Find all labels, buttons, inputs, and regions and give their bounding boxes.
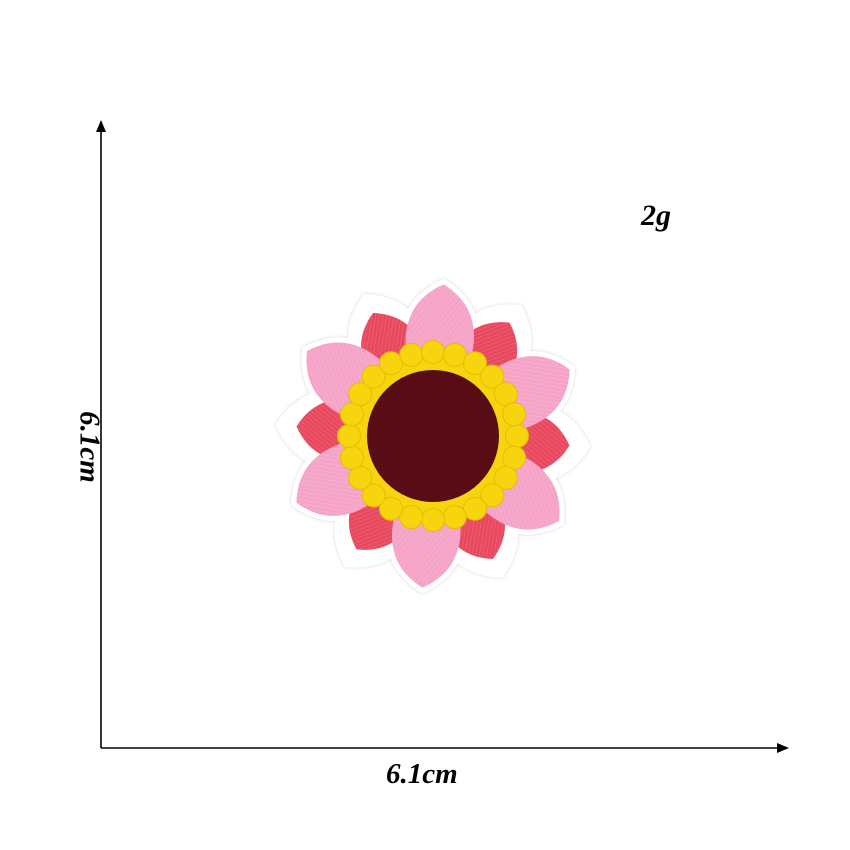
ring-scallop	[339, 445, 364, 470]
ring-scallop	[505, 424, 529, 448]
ring-scallop	[502, 402, 527, 427]
ring-scallop	[480, 364, 505, 389]
up-arrow-icon	[96, 120, 106, 132]
ring-scallop	[379, 351, 403, 376]
flower-patch	[275, 278, 591, 594]
ring-scallop	[399, 505, 424, 530]
ring-scallop	[493, 382, 518, 406]
ring-scallop	[463, 351, 487, 376]
ring-scallop	[502, 445, 527, 470]
ring-scallop	[399, 342, 424, 367]
ring-scallop	[463, 496, 487, 521]
ring-scallop	[348, 382, 373, 406]
ring-scallop	[480, 483, 505, 508]
ring-scallop	[339, 402, 364, 427]
flower-center-texture	[367, 370, 499, 502]
right-arrow-icon	[777, 743, 789, 753]
ring-scallop	[361, 364, 386, 389]
ring-scallop	[493, 466, 518, 490]
ring-scallop	[442, 342, 467, 367]
ring-scallops	[337, 340, 529, 532]
ring-scallop	[442, 505, 467, 530]
ring-scallop	[421, 508, 445, 532]
weight-label: 2g	[641, 199, 671, 232]
ring-scallop	[337, 424, 361, 448]
ring-scallop	[379, 496, 403, 521]
width-label: 6.1cm	[386, 758, 458, 790]
ring-scallop	[421, 340, 445, 364]
ring-scallop	[348, 466, 373, 490]
ring-scallop	[361, 483, 386, 508]
height-label: 6.1cm	[73, 411, 106, 483]
